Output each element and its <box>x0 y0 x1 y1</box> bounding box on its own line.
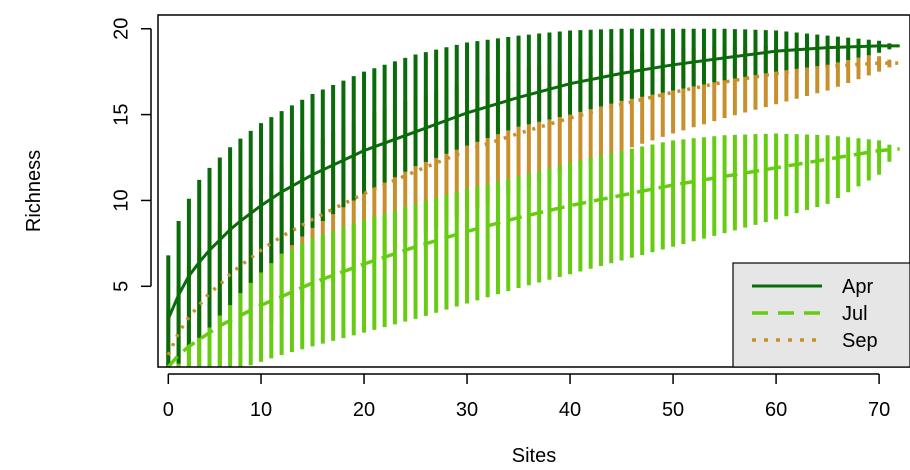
legend-label-apr: Apr <box>842 276 873 298</box>
y-tick-label: 15 <box>110 103 132 125</box>
series-lines <box>166 44 900 369</box>
legend-label-sep: Sep <box>842 330 878 352</box>
x-axis: 0 10 20 30 40 50 60 70 <box>163 373 890 421</box>
x-tick-label: 20 <box>353 399 375 421</box>
plot-frame <box>157 14 910 368</box>
x-tick-label: 0 <box>163 399 174 421</box>
x-tick-label: 30 <box>456 399 478 421</box>
y-tick-label: 10 <box>110 189 132 211</box>
legend: Apr Jul Sep <box>732 262 910 368</box>
confidence-bars <box>166 28 892 367</box>
x-tick-label: 10 <box>250 399 272 421</box>
legend-box <box>732 262 910 368</box>
bars-apr <box>166 28 892 367</box>
legend-label-jul: Jul <box>842 303 868 325</box>
x-tick-label: 40 <box>559 399 581 421</box>
line-apr <box>166 44 900 320</box>
y-axis: 5 10 15 20 <box>110 18 152 292</box>
y-tick-label: 5 <box>110 281 132 292</box>
x-tick-label: 60 <box>765 399 787 421</box>
bars-jul <box>166 133 892 367</box>
line-jul <box>166 147 900 369</box>
x-tick-label: 70 <box>868 399 890 421</box>
y-axis-label: Richness <box>23 150 45 232</box>
y-tick-label: 20 <box>110 18 132 40</box>
x-axis-label: Sites <box>512 445 556 467</box>
x-tick-label: 50 <box>662 399 684 421</box>
